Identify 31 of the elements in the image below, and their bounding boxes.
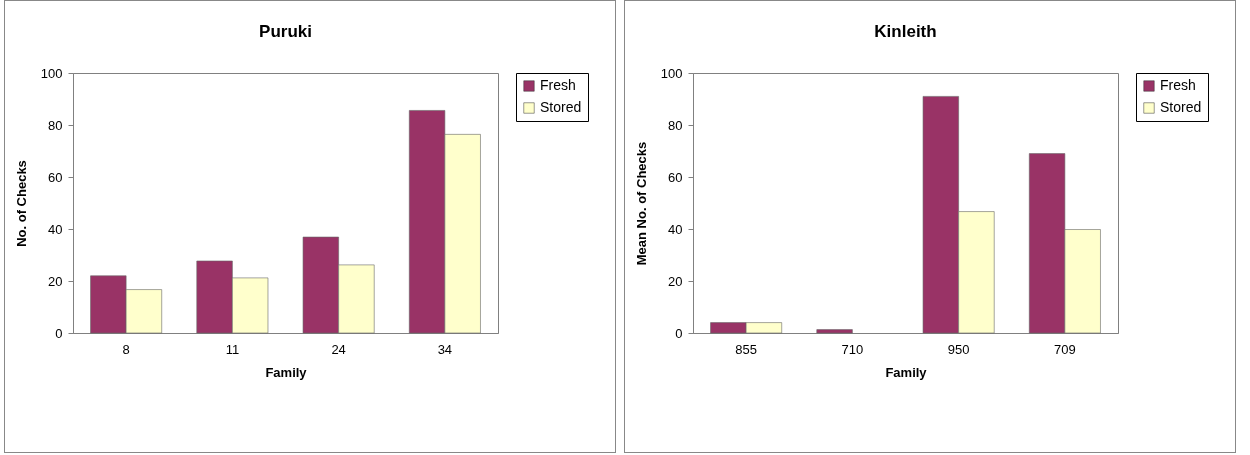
chart-title: Puruki (259, 22, 312, 41)
y-axis-title: Mean No. of Checks (633, 141, 649, 266)
y-tick-label: 20 (668, 273, 683, 289)
legend-label: Fresh (1160, 77, 1196, 93)
x-tick-label: 8 (122, 341, 130, 357)
y-tick-label: 40 (668, 221, 683, 237)
legend-label: Stored (540, 99, 582, 115)
chart-title: Kinleith (874, 22, 937, 41)
y-tick-label: 0 (55, 325, 63, 341)
x-tick-label: 855 (735, 341, 757, 357)
x-tick-label: 34 (437, 341, 453, 357)
y-tick-label: 80 (48, 117, 63, 133)
legend-label: Stored (1160, 99, 1202, 115)
x-tick-label: 24 (331, 341, 346, 357)
y-tick-label: 40 (48, 221, 63, 237)
y-tick-label: 100 (660, 65, 683, 81)
x-axis-title: Family (265, 364, 308, 380)
y-tick-label: 80 (668, 117, 683, 133)
bar (816, 329, 853, 334)
legend-label: Fresh (540, 77, 576, 93)
x-tick-label: 950 (947, 341, 970, 357)
y-tick-label: 20 (48, 273, 63, 289)
y-tick-label: 100 (40, 65, 63, 81)
x-tick-label: 710 (841, 341, 864, 357)
x-tick-label: 709 (1054, 341, 1076, 357)
y-tick-label: 60 (48, 169, 63, 185)
x-axis-title: Family (885, 364, 928, 380)
y-tick-label: 60 (668, 169, 683, 185)
y-tick-label: 0 (675, 325, 683, 341)
y-axis-title: No. of Checks (13, 160, 29, 247)
x-tick-label: 11 (225, 341, 240, 357)
